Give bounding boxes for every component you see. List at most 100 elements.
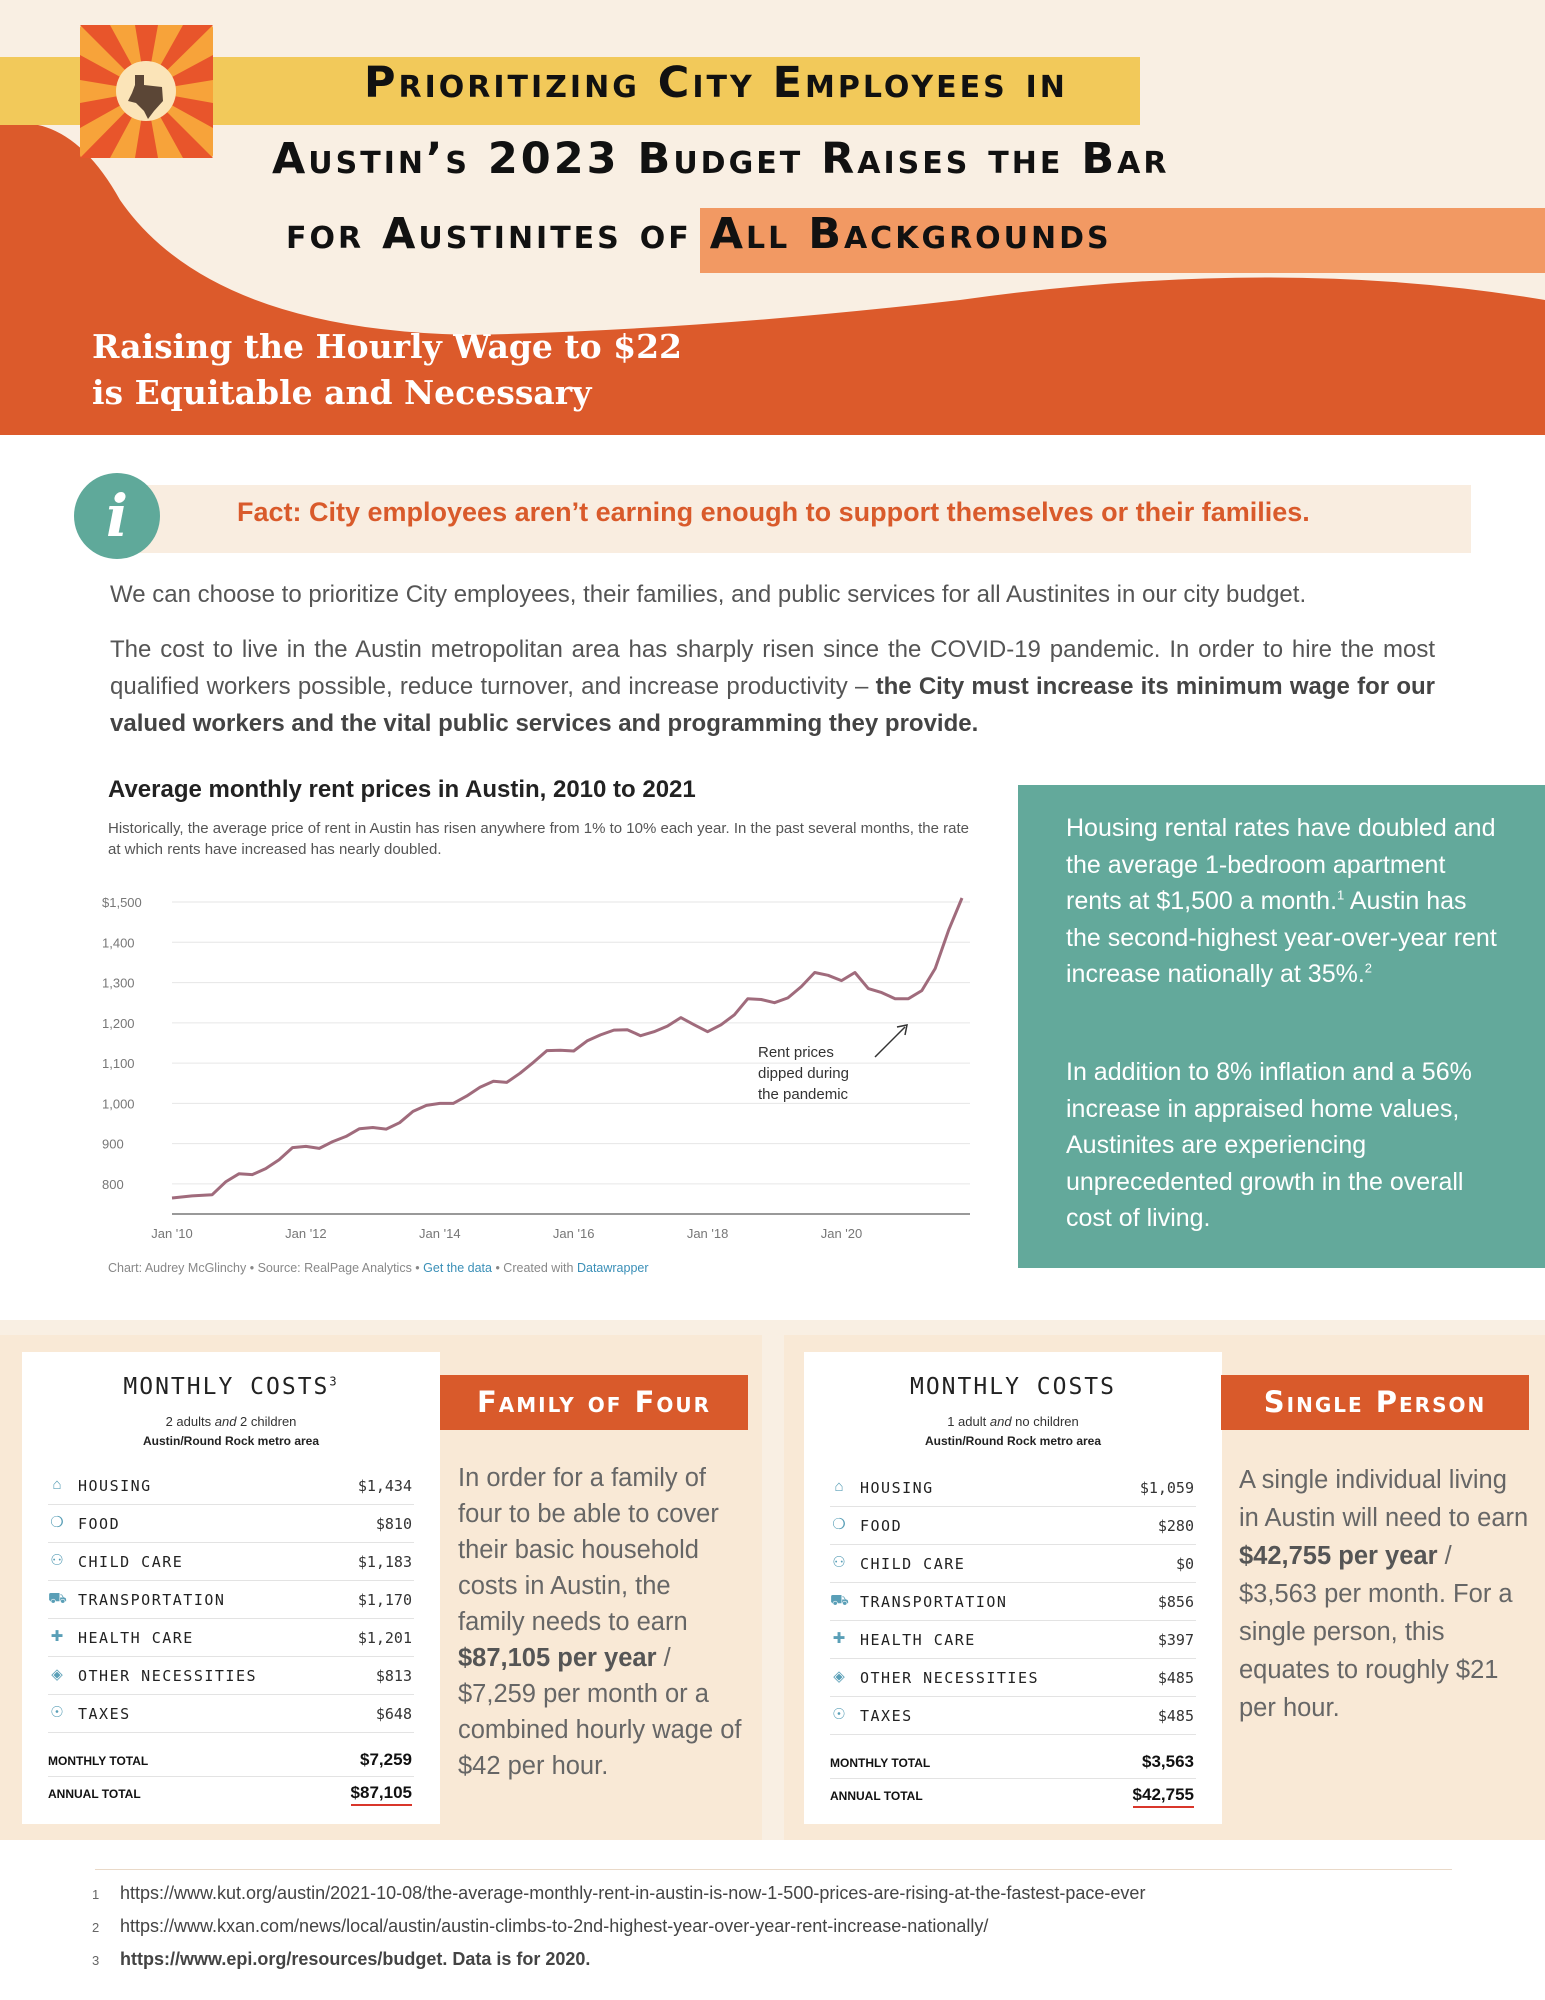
cost-row-label: OTHER NECESSITIES	[78, 1667, 258, 1685]
cost-paragraph: The cost to live in the Austin metropoli…	[110, 631, 1435, 742]
single-text-b: / $3,563 per month. For a single person,…	[1239, 1542, 1513, 1722]
single-card-title: MONTHLY COSTS	[909, 1374, 1116, 1400]
family-annual-total: ANNUAL TOTAL $87,105	[48, 1776, 414, 1812]
cost-row-value: $280	[1157, 1517, 1194, 1535]
single-text-a: A single individual living in Austin wil…	[1239, 1466, 1529, 1532]
y-tick-label: 1,300	[102, 976, 135, 991]
cost-row-label: FOOD	[78, 1515, 121, 1533]
y-tick-label: 900	[102, 1137, 124, 1152]
single-household: 1 adult and no children	[804, 1414, 1222, 1429]
single-and: and	[989, 1414, 1012, 1429]
annotation-text: Rent prices	[758, 1044, 834, 1061]
family-text-b: / $7,259 per month or a combined hourly …	[458, 1644, 742, 1780]
single-monthly-total: MONTHLY TOTAL $3,563	[830, 1746, 1196, 1782]
footnote-link[interactable]: https://www.kut.org/austin/2021-10-08/th…	[120, 1883, 1146, 1903]
cost-row-value: $1,434	[357, 1477, 412, 1495]
footnote-link[interactable]: https://www.epi.org/resources/budget. Da…	[120, 1949, 591, 1969]
housing-fact-b: Austin has the second-highest year-over-…	[1066, 887, 1497, 988]
x-tick-label: Jan '20	[821, 1226, 863, 1241]
texas-icon	[128, 75, 163, 119]
cost-row-label: HOUSING	[860, 1479, 934, 1497]
single-annual-total: ANNUAL TOTAL $42,755	[830, 1778, 1196, 1814]
cost-row-value: $485	[1157, 1707, 1194, 1725]
single-adults: 1 adult	[947, 1414, 990, 1429]
chart-subtitle: Historically, the average price of rent …	[108, 820, 969, 858]
cost-row-label: FOOD	[860, 1517, 903, 1535]
cost-row-child-care: ⚇ CHILD CARE $1,183	[48, 1543, 414, 1581]
cost-row-value: $810	[375, 1515, 412, 1533]
annotation-text: the pandemic	[758, 1086, 849, 1103]
cost-row-other-necessities: ◈ OTHER NECESSITIES $813	[48, 1657, 414, 1695]
texas-sunburst-logo	[80, 25, 213, 158]
cost-row-housing: ⌂ HOUSING $1,059	[830, 1469, 1196, 1507]
footnote-divider	[95, 1869, 1452, 1870]
cost-row-housing: ⌂ HOUSING $1,434	[48, 1467, 414, 1505]
footnote-2: 2 https://www.kxan.com/news/local/austin/…	[92, 1916, 988, 1937]
cost-row-value: $397	[1157, 1631, 1194, 1649]
annual-total-label: ANNUAL TOTAL	[830, 1789, 923, 1803]
hand-coin-icon: ☉	[832, 1706, 846, 1723]
housing-facts-box	[1018, 785, 1545, 1268]
info-icon: i	[74, 473, 160, 559]
y-tick-label: 1,100	[102, 1056, 135, 1071]
footnote-number: 1	[92, 1887, 100, 1902]
annual-total-value: $87,105	[350, 1783, 412, 1806]
single-person-tag: Single Person	[1221, 1375, 1529, 1430]
x-tick-label: Jan '16	[553, 1226, 595, 1241]
cost-paragraph-emphasis: the City must increase its minimum wage …	[110, 673, 1435, 737]
apple-icon: ❍	[832, 1516, 846, 1533]
monthly-total-value: $7,259	[360, 1750, 412, 1769]
footnote-1: 1 https://www.kut.org/austin/2021-10-08/t…	[92, 1883, 1145, 1904]
credit-mid-text: • Created with	[495, 1261, 574, 1275]
medical-cross-icon: ✚	[832, 1630, 846, 1647]
subheading-line-1: Raising the Hourly Wage to $22	[92, 327, 683, 366]
hand-coin-icon: ☉	[50, 1704, 64, 1721]
annual-total-label: ANNUAL TOTAL	[48, 1787, 141, 1801]
y-tick-label: $1,500	[102, 895, 142, 910]
family-children: 2 children	[236, 1414, 297, 1429]
cost-row-transportation: ⛟ TRANSPORTATION $856	[830, 1583, 1196, 1621]
annotation-text: dipped during	[758, 1065, 849, 1082]
cost-row-label: HEALTH CARE	[78, 1629, 194, 1647]
car-icon: ⛟	[830, 1592, 849, 1609]
cost-row-value: $0	[1175, 1555, 1194, 1573]
intro-paragraph: We can choose to prioritize City employe…	[110, 581, 1307, 608]
house-icon: ⌂	[834, 1478, 844, 1495]
subheading-line-2: is Equitable and Necessary	[92, 373, 592, 412]
medical-cross-icon: ✚	[50, 1628, 64, 1645]
cost-row-label: TAXES	[78, 1705, 131, 1723]
datawrapper-link[interactable]: Datawrapper	[576, 1261, 649, 1275]
cost-row-label: TAXES	[860, 1707, 913, 1725]
housing-facts-paragraph-1: Housing rental rates have doubled and th…	[1066, 810, 1506, 993]
page-title-line-1: Prioritizing City Employees in	[364, 58, 1068, 108]
page-title-line-2: Austin’s 2023 Budget Raises the Bar	[272, 134, 1170, 184]
cost-row-value: $1,201	[357, 1629, 412, 1647]
cost-row-food: ❍ FOOD $810	[48, 1505, 414, 1543]
family-adults: 2 adults	[165, 1414, 215, 1429]
subheading: Raising the Hourly Wage to $22 is Equita…	[92, 324, 682, 416]
family-cost-card: MONTHLY COSTS3 2 adults and 2 children A…	[22, 1352, 440, 1824]
cost-row-taxes: ☉ TAXES $485	[830, 1697, 1196, 1735]
single-cost-card: MONTHLY COSTS 1 adult and no children Au…	[804, 1352, 1222, 1824]
cost-row-label: HOUSING	[78, 1477, 152, 1495]
single-description: A single individual living in Austin wil…	[1239, 1461, 1529, 1727]
cost-row-health-care: ✚ HEALTH CARE $1,201	[48, 1619, 414, 1657]
x-tick-label: Jan '10	[151, 1226, 193, 1241]
footnote-3: 3 https://www.epi.org/resources/budget. D…	[92, 1949, 590, 1970]
get-the-data-link[interactable]: Get the data	[423, 1261, 492, 1275]
house-icon: ⌂	[52, 1476, 62, 1493]
annotation-arrowhead	[896, 1024, 908, 1036]
single-children: no children	[1011, 1414, 1079, 1429]
rent-series-line	[171, 897, 964, 1200]
footnote-link[interactable]: https://www.kxan.com/news/local/austin/a…	[120, 1916, 989, 1936]
footnotes-area	[0, 1840, 1545, 2000]
annotation-arrow	[874, 1026, 906, 1058]
housing-fact-a: Housing rental rates have doubled and th…	[1066, 814, 1496, 915]
x-tick-label: Jan '12	[285, 1226, 327, 1241]
annual-total-value: $42,755	[1132, 1785, 1194, 1808]
family-of-four-tag: Family of Four	[440, 1375, 748, 1430]
cost-row-value: $485	[1157, 1669, 1194, 1687]
x-tick-label: Jan '18	[687, 1226, 729, 1241]
family-monthly-total: MONTHLY TOTAL $7,259	[48, 1744, 414, 1780]
cost-row-value: $1,183	[357, 1553, 412, 1571]
